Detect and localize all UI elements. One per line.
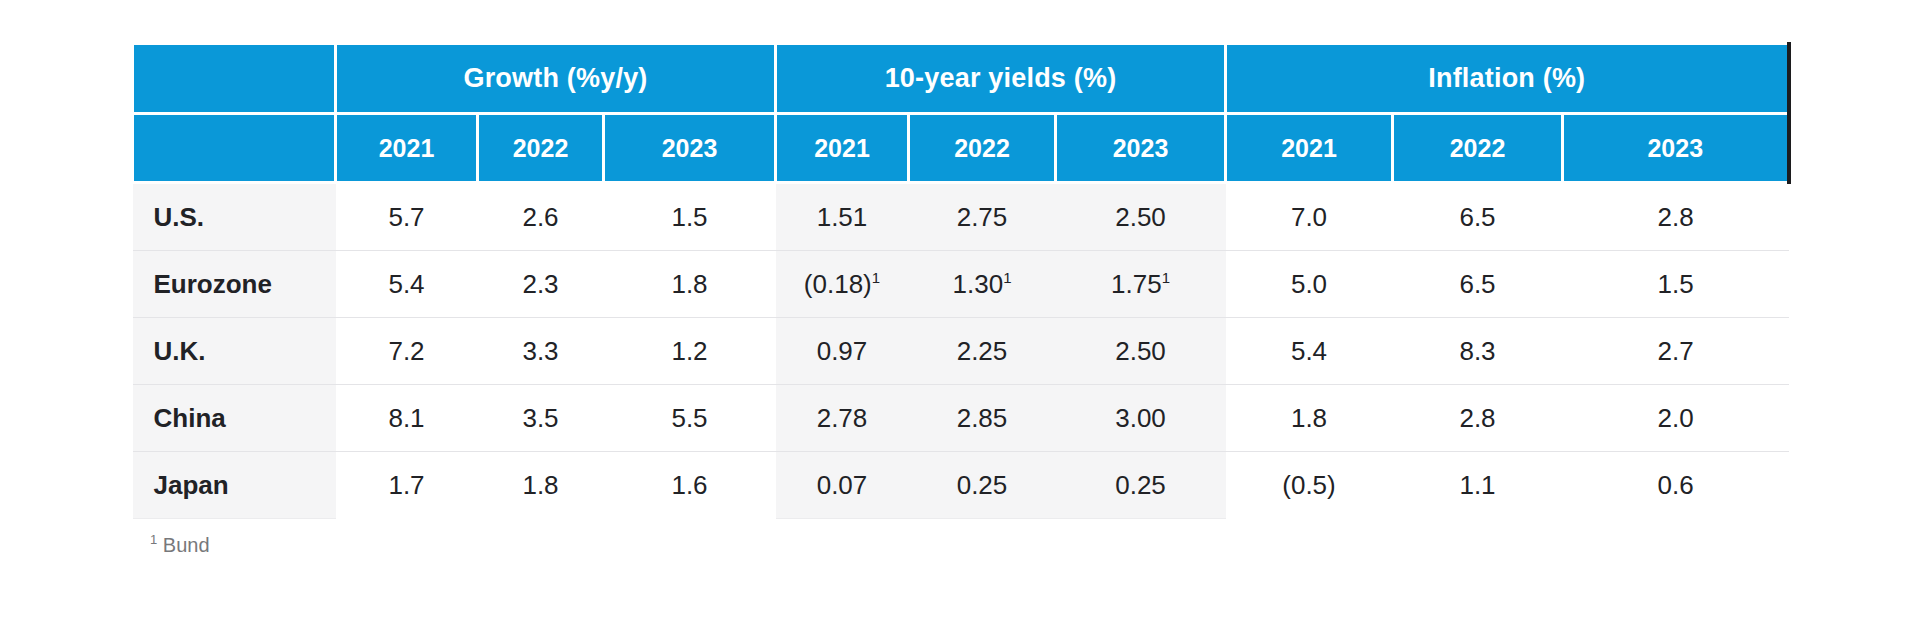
table-cell: 0.25 xyxy=(1056,452,1226,519)
table-cell: 1.8 xyxy=(1226,385,1393,452)
header-year-inflation-2021: 2021 xyxy=(1226,114,1393,183)
table-cell: 1.8 xyxy=(478,452,604,519)
table-cell: 5.4 xyxy=(336,251,478,318)
table-cell: 2.78 xyxy=(776,385,909,452)
header-corner-blank xyxy=(133,44,336,114)
table-cell: 2.8 xyxy=(1393,385,1563,452)
header-year-yields-2021: 2021 xyxy=(776,114,909,183)
table-cell: 2.3 xyxy=(478,251,604,318)
table-cell: 2.0 xyxy=(1563,385,1789,452)
table-cell: 2.85 xyxy=(909,385,1056,452)
footnote-marker: 1 xyxy=(872,269,880,286)
header-group-inflation: Inflation (%) xyxy=(1226,44,1789,114)
table-cell: 1.6 xyxy=(604,452,776,519)
table-cell: 1.2 xyxy=(604,318,776,385)
table-cell: 1.5 xyxy=(604,183,776,251)
header-year-row: 2021 2022 2023 2021 2022 2023 2021 2022 … xyxy=(133,114,1789,183)
table-cell: 1.8 xyxy=(604,251,776,318)
economic-forecast-table: Growth (%y/y) 10-year yields (%) Inflati… xyxy=(131,42,1791,519)
header-year-yields-2022: 2022 xyxy=(909,114,1056,183)
table-cell: 5.7 xyxy=(336,183,478,251)
header-year-growth-2023: 2023 xyxy=(604,114,776,183)
table-row-japan: Japan 1.7 1.8 1.6 0.07 0.25 0.25 (0.5) 1… xyxy=(133,452,1789,519)
header-group-yields: 10-year yields (%) xyxy=(776,44,1226,114)
table-cell: 2.8 xyxy=(1563,183,1789,251)
table-cell: 7.0 xyxy=(1226,183,1393,251)
table-cell: 5.5 xyxy=(604,385,776,452)
footnote-text: Bund xyxy=(163,534,210,556)
table-cell: (0.18)1 xyxy=(776,251,909,318)
table-cell: 0.07 xyxy=(776,452,909,519)
row-label: U.S. xyxy=(133,183,336,251)
table-cell: 1.301 xyxy=(909,251,1056,318)
table-cell: 2.50 xyxy=(1056,183,1226,251)
footnote-marker: 1 xyxy=(1162,269,1170,286)
table-cell: 6.5 xyxy=(1393,251,1563,318)
table-cell: 0.6 xyxy=(1563,452,1789,519)
table-cell: 0.97 xyxy=(776,318,909,385)
table-cell: 1.5 xyxy=(1563,251,1789,318)
table-row-china: China 8.1 3.5 5.5 2.78 2.85 3.00 1.8 2.8… xyxy=(133,385,1789,452)
footnote-marker: 1 xyxy=(1003,269,1011,286)
table-cell: 1.1 xyxy=(1393,452,1563,519)
row-label: China xyxy=(133,385,336,452)
header-year-growth-2022: 2022 xyxy=(478,114,604,183)
header-year-yields-2023: 2023 xyxy=(1056,114,1226,183)
table-cell: 8.1 xyxy=(336,385,478,452)
header-year-inflation-2022: 2022 xyxy=(1393,114,1563,183)
footnote-bund: 1 Bund xyxy=(150,534,210,557)
row-label: Eurozone xyxy=(133,251,336,318)
header-group-growth: Growth (%y/y) xyxy=(336,44,776,114)
table-cell: 2.25 xyxy=(909,318,1056,385)
table-cell: 8.3 xyxy=(1393,318,1563,385)
row-label: Japan xyxy=(133,452,336,519)
table-row-us: U.S. 5.7 2.6 1.5 1.51 2.75 2.50 7.0 6.5 … xyxy=(133,183,1789,251)
table-cell: 2.7 xyxy=(1563,318,1789,385)
economic-forecast-table-container: Growth (%y/y) 10-year yields (%) Inflati… xyxy=(131,42,1791,519)
header-year-inflation-2023: 2023 xyxy=(1563,114,1789,183)
table-cell: 7.2 xyxy=(336,318,478,385)
table-cell: 2.6 xyxy=(478,183,604,251)
table-cell: (0.5) xyxy=(1226,452,1393,519)
table-row-eurozone: Eurozone 5.4 2.3 1.8 (0.18)1 1.301 1.751… xyxy=(133,251,1789,318)
table-cell: 2.50 xyxy=(1056,318,1226,385)
table-row-uk: U.K. 7.2 3.3 1.2 0.97 2.25 2.50 5.4 8.3 … xyxy=(133,318,1789,385)
table-cell: 0.25 xyxy=(909,452,1056,519)
row-label: U.K. xyxy=(133,318,336,385)
table-cell: 5.4 xyxy=(1226,318,1393,385)
table-cell: 3.5 xyxy=(478,385,604,452)
table-cell: 2.75 xyxy=(909,183,1056,251)
table-cell: 1.7 xyxy=(336,452,478,519)
footnote-superscript: 1 xyxy=(150,532,157,547)
table-cell: 1.751 xyxy=(1056,251,1226,318)
header-group-row: Growth (%y/y) 10-year yields (%) Inflati… xyxy=(133,44,1789,114)
table-cell: 5.0 xyxy=(1226,251,1393,318)
header-year-blank xyxy=(133,114,336,183)
table-cell: 3.3 xyxy=(478,318,604,385)
table-cell: 1.51 xyxy=(776,183,909,251)
table-cell: 3.00 xyxy=(1056,385,1226,452)
header-year-growth-2021: 2021 xyxy=(336,114,478,183)
table-cell: 6.5 xyxy=(1393,183,1563,251)
